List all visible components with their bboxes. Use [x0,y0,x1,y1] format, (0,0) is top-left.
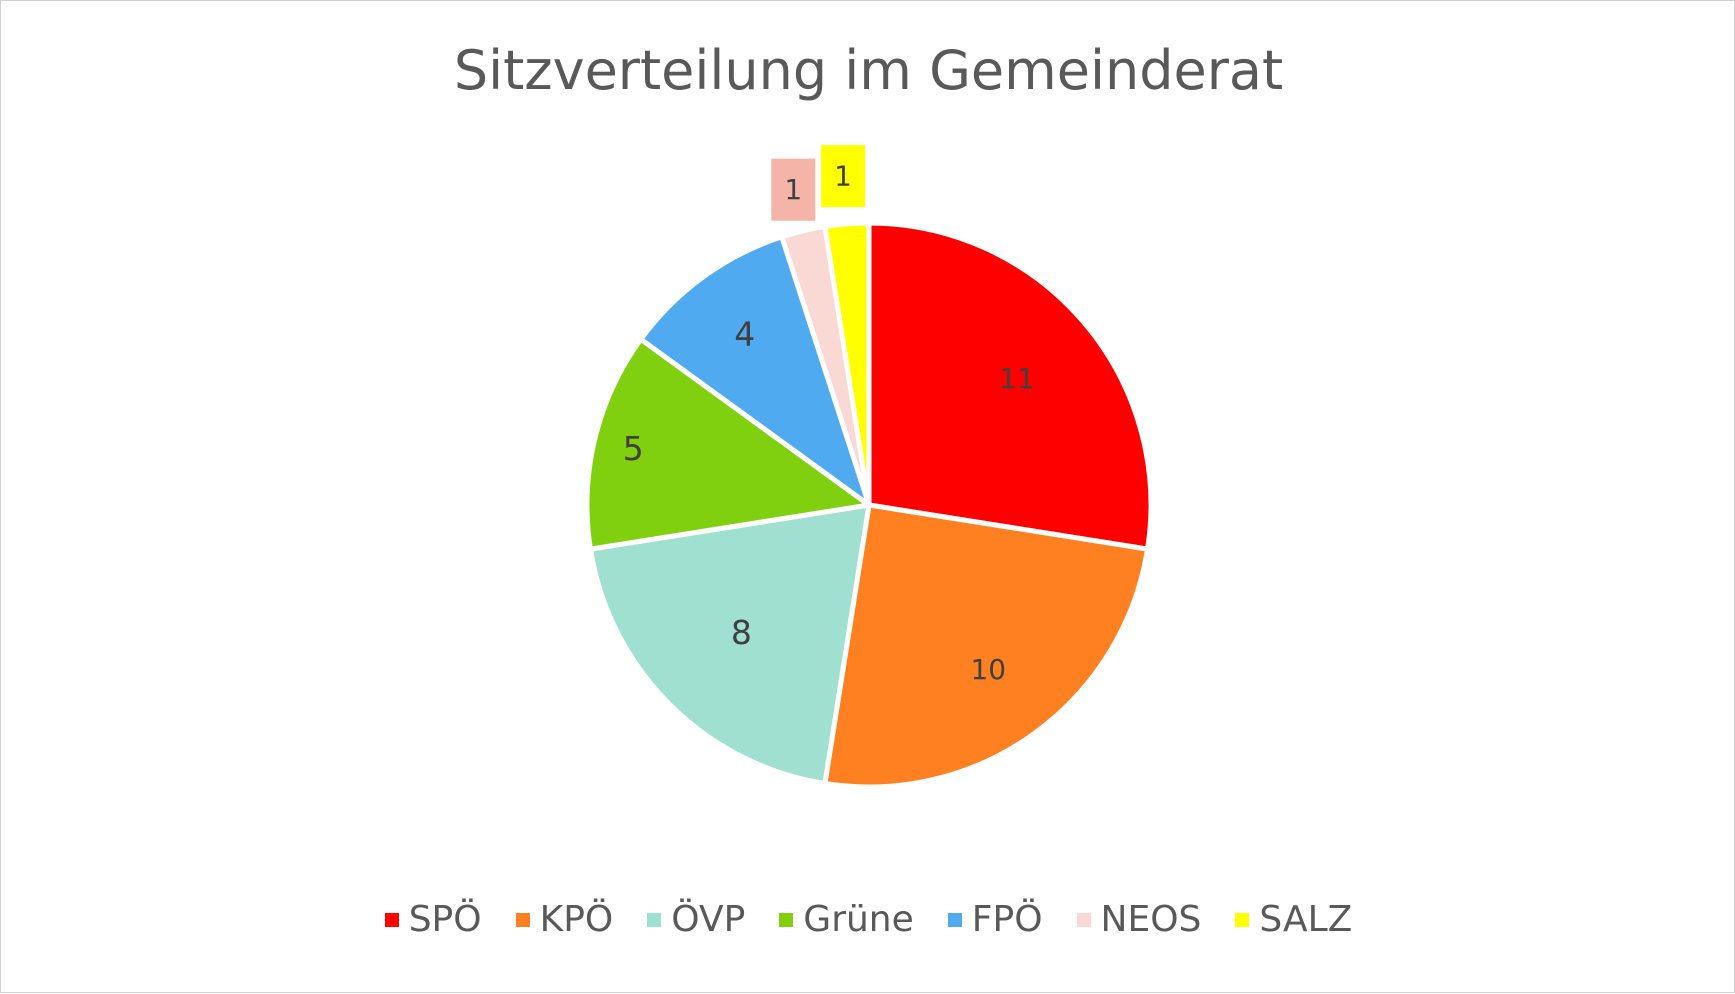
legend-item-gruene: Grüne [779,899,914,940]
data-label-gruene: 5 [623,429,644,468]
data-label-salz: 1 [834,160,852,193]
legend-swatch [779,912,794,927]
legend-item-kpoe: KPÖ [515,899,614,940]
legend-swatch [1235,912,1250,927]
legend-swatch [515,912,530,927]
chart-title: Sitzverteilung im Gemeinderat [453,39,1284,102]
legend-item-neos: NEOS [1076,899,1202,940]
data-label-box-salz [821,145,866,208]
pie-slice-kpoe [822,502,1151,790]
legend-label: NEOS [1100,899,1202,940]
legend-item-oevp: ÖVP [647,899,745,940]
legend-swatch [384,912,399,927]
legend-item-salz: SALZ [1235,899,1352,940]
legend-label: SALZ [1259,899,1353,940]
legend-swatch [947,912,962,927]
data-label-neos: 1 [784,173,802,206]
data-label-spoe: 11 [999,362,1035,395]
data-label-oevp: 8 [731,613,752,652]
legend-label: SPÖ [408,899,482,940]
data-label-kpoe: 10 [970,653,1006,686]
pie-slice-oevp [587,502,872,787]
data-label-box-neos [771,158,816,221]
legend-label: KPÖ [539,899,614,940]
legend-item-fpoe: FPÖ [947,899,1043,940]
legend-label: FPÖ [971,899,1043,940]
pie-slice-fpoe [638,234,872,508]
pie-slice-gruene [584,336,872,552]
legend-item-spoe: SPÖ [384,899,482,940]
legend-label: ÖVP [671,899,746,940]
data-label-fpoe: 4 [734,314,755,353]
pie-slice-spoe [866,220,1154,552]
legend-swatch [1076,912,1091,927]
legend: SPÖ KPÖ ÖVP Grüne FPÖ NEOS SALZ [1,899,1735,940]
pie-slice-salz [822,220,872,508]
legend-label: Grüne [803,899,914,940]
legend-swatch [647,912,662,927]
